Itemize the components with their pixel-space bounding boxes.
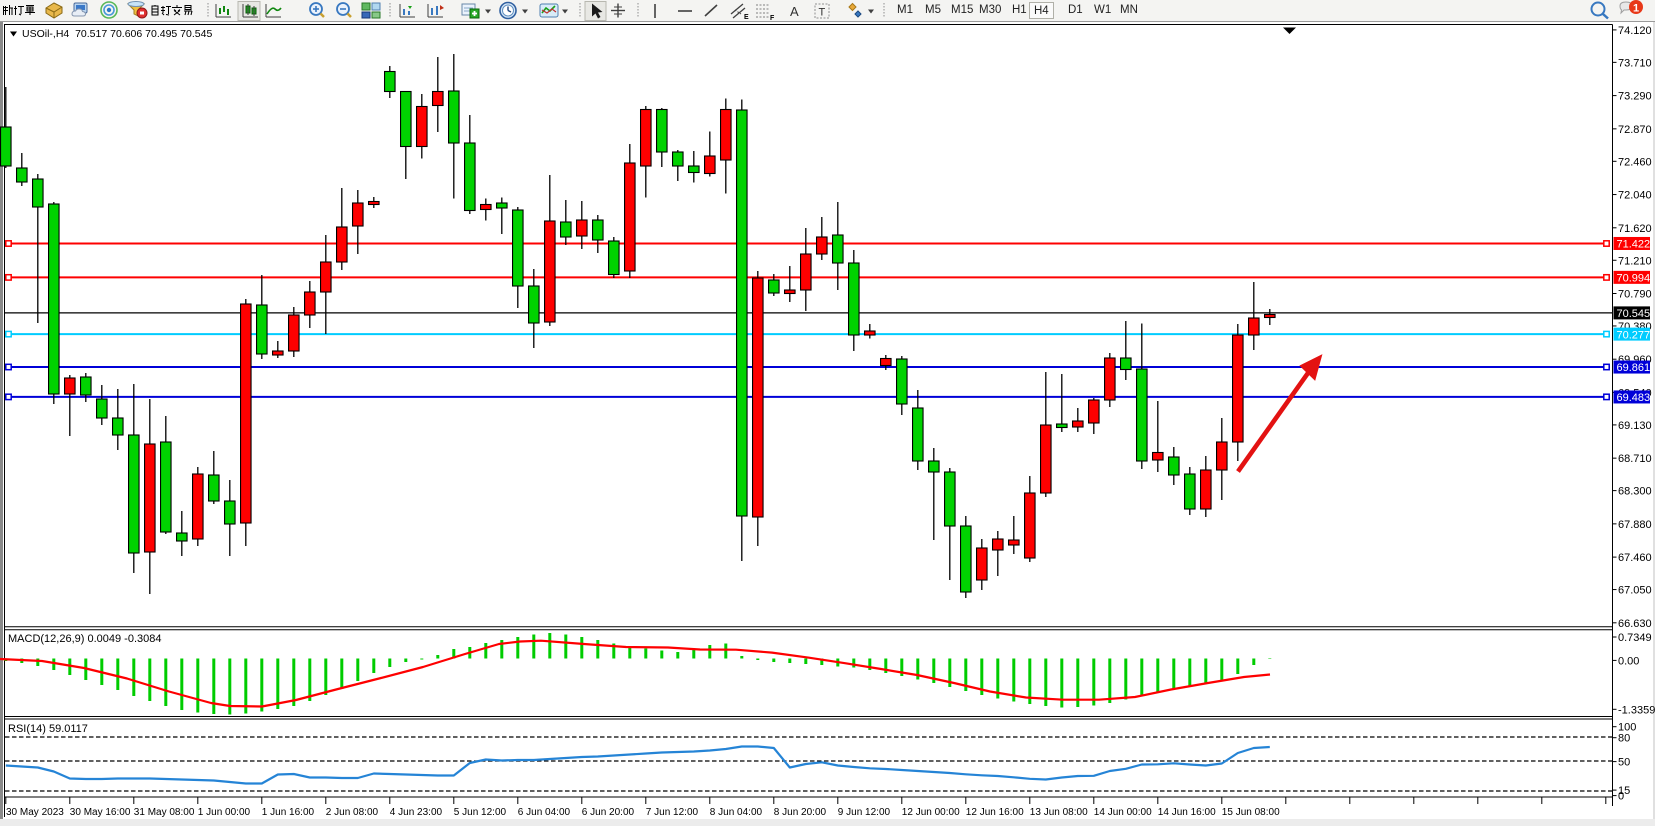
svg-text:72.460: 72.460 <box>1618 156 1652 168</box>
svg-text:30 May 16:00: 30 May 16:00 <box>70 807 131 818</box>
svg-text:0: 0 <box>1618 791 1624 803</box>
svg-text:66.630: 66.630 <box>1618 618 1652 630</box>
svg-text:50: 50 <box>1618 757 1630 769</box>
svg-text:31 May 08:00: 31 May 08:00 <box>134 807 195 818</box>
svg-text:73.710: 73.710 <box>1618 57 1652 69</box>
svg-text:70.545: 70.545 <box>1617 308 1651 320</box>
svg-text:0.7349: 0.7349 <box>1618 632 1652 644</box>
svg-text:68.300: 68.300 <box>1618 486 1652 498</box>
svg-text:9 Jun 12:00: 9 Jun 12:00 <box>838 807 891 818</box>
svg-text:69.861: 69.861 <box>1617 362 1651 374</box>
svg-text:8 Jun 20:00: 8 Jun 20:00 <box>774 807 827 818</box>
svg-text:72.870: 72.870 <box>1618 124 1652 136</box>
svg-text:12 Jun 00:00: 12 Jun 00:00 <box>902 807 960 818</box>
svg-text:72.040: 72.040 <box>1618 190 1652 202</box>
svg-text:0.00: 0.00 <box>1618 655 1639 667</box>
svg-text:14 Jun 16:00: 14 Jun 16:00 <box>1158 807 1216 818</box>
svg-text:RSI(14) 59.0117: RSI(14) 59.0117 <box>8 723 88 735</box>
svg-text:71.620: 71.620 <box>1618 223 1652 235</box>
svg-text:13 Jun 08:00: 13 Jun 08:00 <box>1030 807 1088 818</box>
svg-text:67.050: 67.050 <box>1618 585 1652 597</box>
svg-text:8 Jun 04:00: 8 Jun 04:00 <box>710 807 763 818</box>
svg-text:80: 80 <box>1618 733 1630 745</box>
svg-text:100: 100 <box>1618 722 1636 734</box>
svg-text:67.460: 67.460 <box>1618 552 1652 564</box>
svg-text:69.130: 69.130 <box>1618 420 1652 432</box>
svg-text:70.994: 70.994 <box>1617 273 1651 285</box>
svg-text:6 Jun 20:00: 6 Jun 20:00 <box>582 807 635 818</box>
svg-text:USOil-,H4 70.517 70.606 70.49: USOil-,H4 70.517 70.606 70.495 70.545 <box>22 28 212 40</box>
svg-text:70.277: 70.277 <box>1617 329 1651 341</box>
svg-text:6 Jun 04:00: 6 Jun 04:00 <box>518 807 571 818</box>
svg-text:1 Jun 16:00: 1 Jun 16:00 <box>262 807 315 818</box>
svg-text:1 Jun 00:00: 1 Jun 00:00 <box>198 807 251 818</box>
svg-text:12 Jun 16:00: 12 Jun 16:00 <box>966 807 1024 818</box>
svg-text:4 Jun 23:00: 4 Jun 23:00 <box>390 807 443 818</box>
svg-text:MACD(12,26,9) 0.0049 -0.3084: MACD(12,26,9) 0.0049 -0.3084 <box>8 633 161 645</box>
svg-text:-1.3359: -1.3359 <box>1618 704 1655 716</box>
svg-text:A: A <box>790 4 799 19</box>
svg-text:67.880: 67.880 <box>1618 519 1652 531</box>
svg-text:E: E <box>744 14 749 21</box>
svg-text:70.790: 70.790 <box>1618 289 1652 301</box>
svg-text:F: F <box>770 15 775 22</box>
svg-text:74.120: 74.120 <box>1618 25 1652 37</box>
svg-text:15 Jun 08:00: 15 Jun 08:00 <box>1222 807 1280 818</box>
svg-text:2 Jun 08:00: 2 Jun 08:00 <box>326 807 379 818</box>
svg-text:69.483: 69.483 <box>1617 392 1651 404</box>
svg-text:68.710: 68.710 <box>1618 453 1652 465</box>
svg-text:30 May 2023: 30 May 2023 <box>6 807 64 818</box>
svg-text:5 Jun 12:00: 5 Jun 12:00 <box>454 807 507 818</box>
svg-text:71.210: 71.210 <box>1618 255 1652 267</box>
svg-text:7 Jun 12:00: 7 Jun 12:00 <box>646 807 699 818</box>
svg-text:73.290: 73.290 <box>1618 91 1652 103</box>
svg-text:T: T <box>819 7 826 19</box>
svg-text:14 Jun 00:00: 14 Jun 00:00 <box>1094 807 1152 818</box>
svg-text:71.422: 71.422 <box>1617 239 1651 251</box>
svg-text:1: 1 <box>1633 3 1639 15</box>
svg-text:15: 15 <box>1618 785 1630 797</box>
